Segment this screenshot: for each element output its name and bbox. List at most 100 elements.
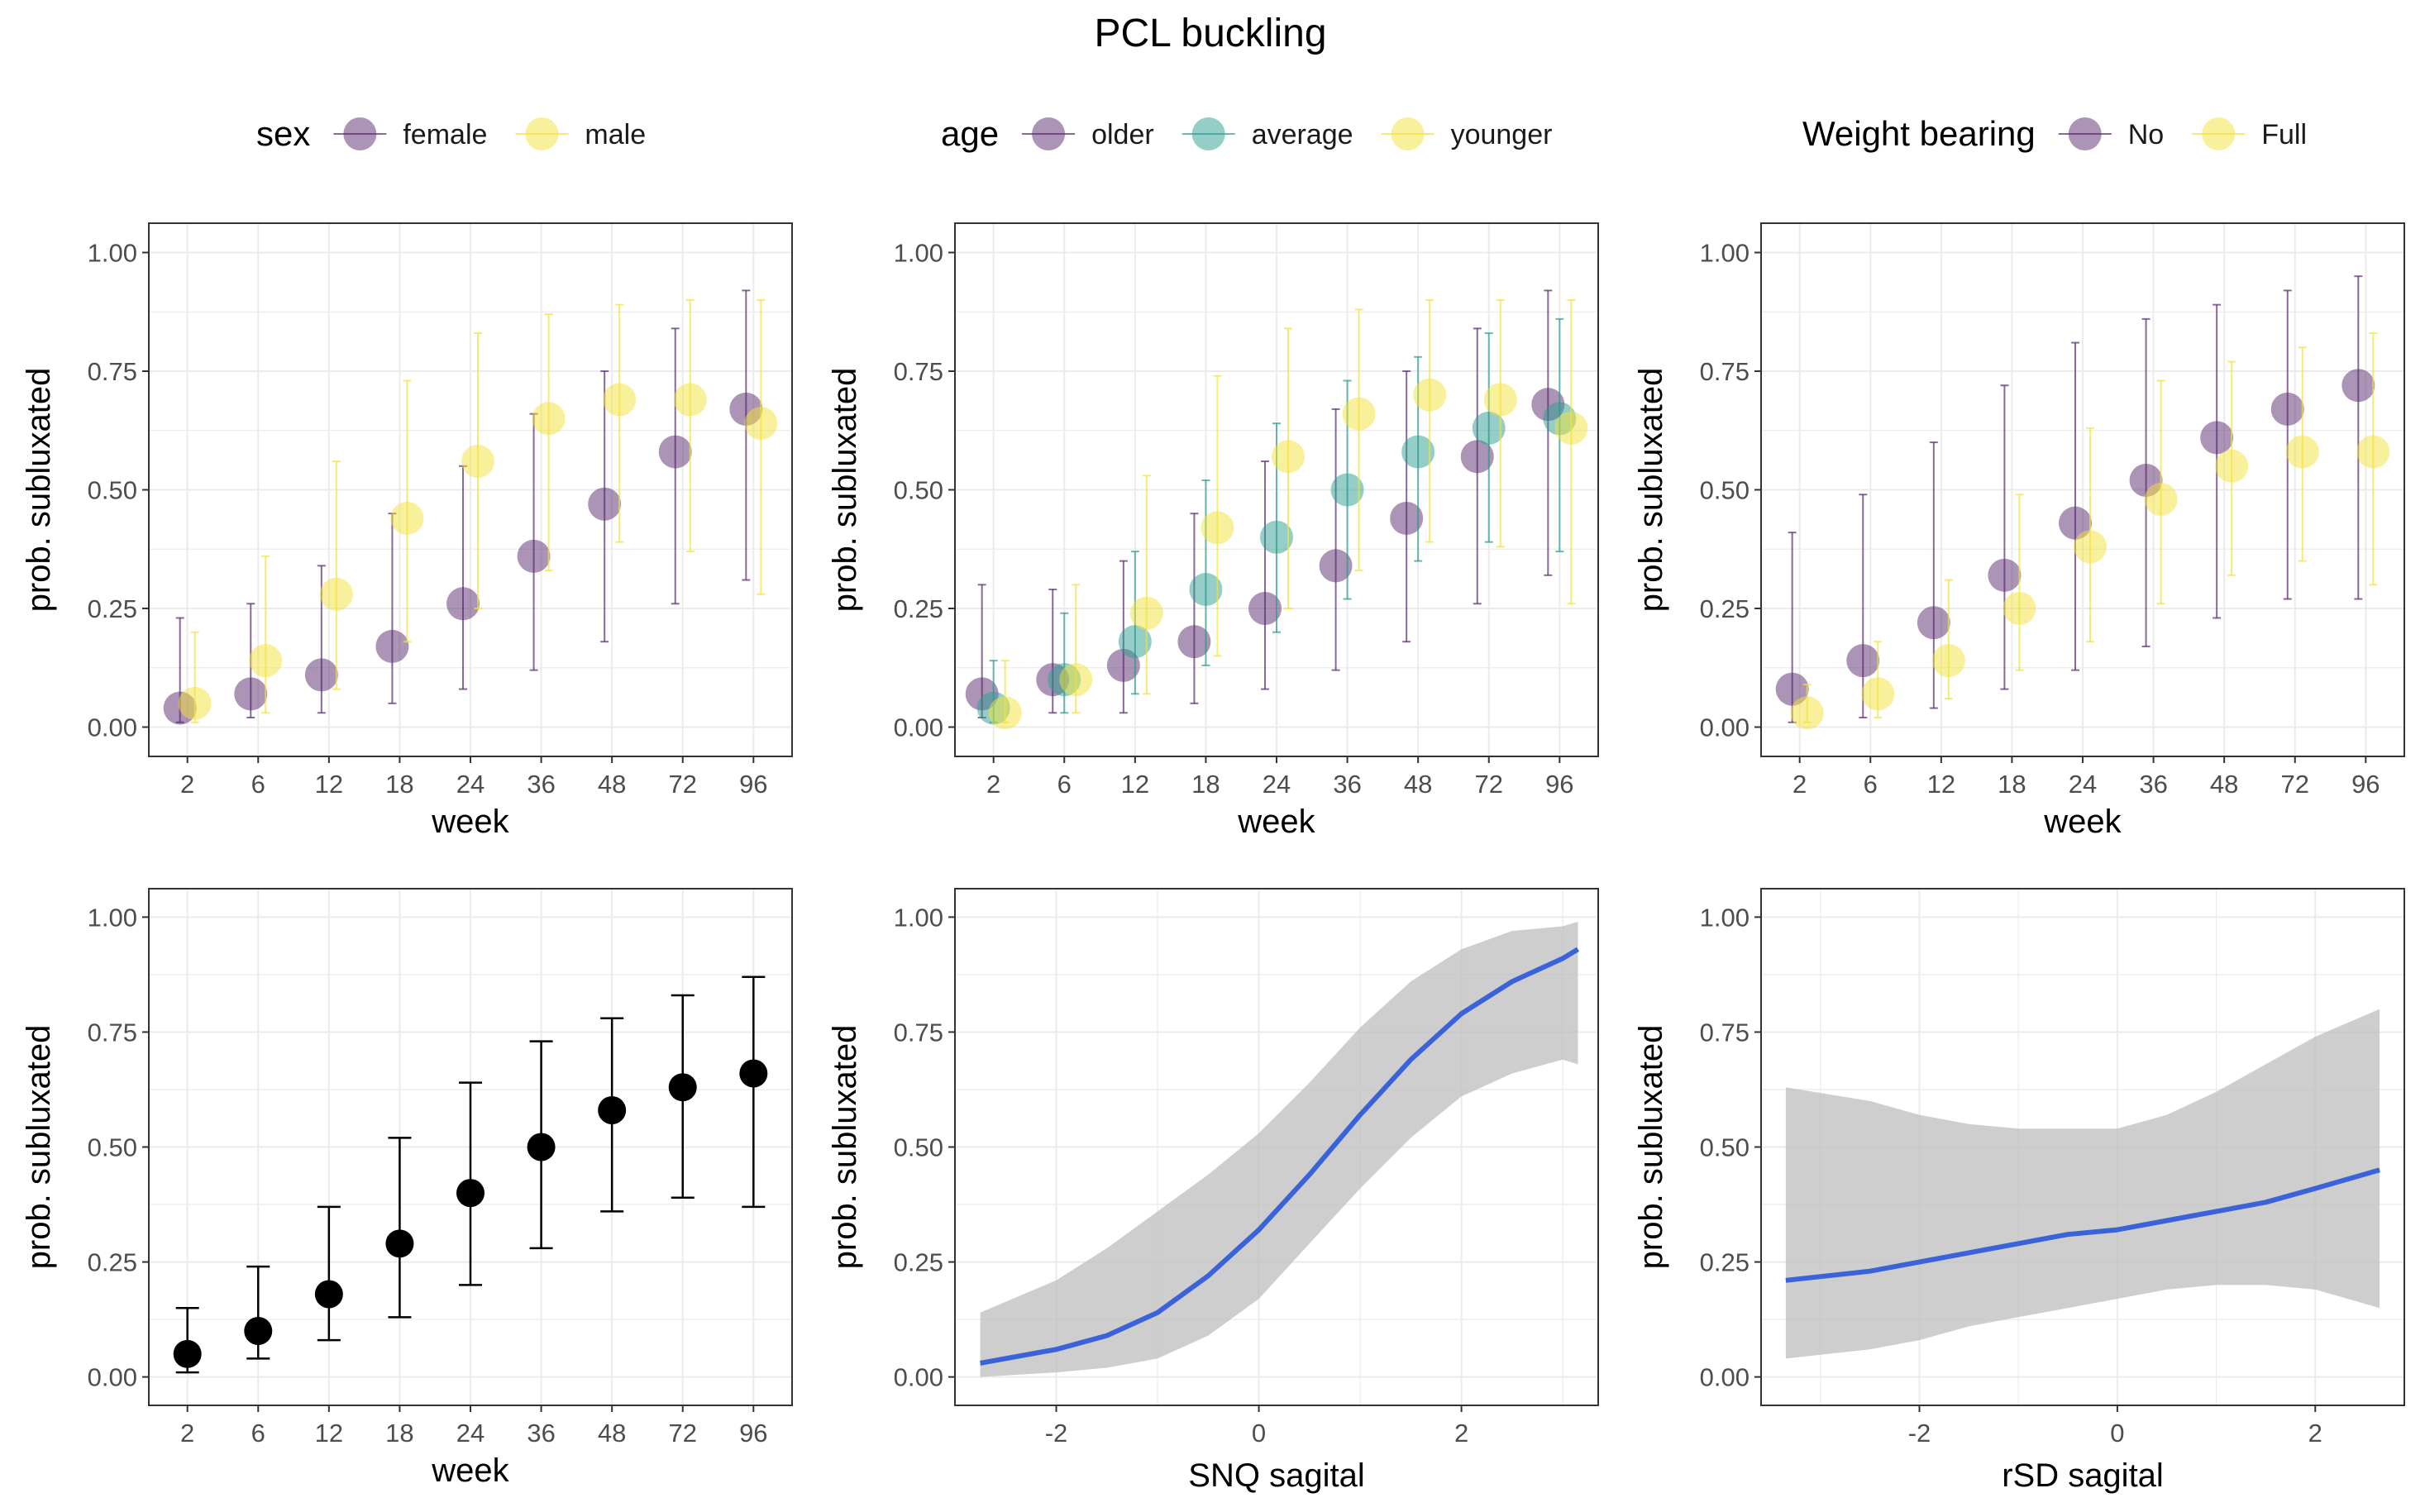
legend-label: male	[585, 119, 646, 150]
y-tick-label: 0.25	[1700, 1248, 1750, 1277]
data-point	[2074, 530, 2107, 564]
data-point	[673, 383, 707, 417]
x-tick-label: 18	[385, 770, 413, 799]
data-layer	[163, 289, 778, 725]
legend-title: sex	[256, 114, 310, 153]
data-point	[1260, 520, 1293, 554]
panel-rsd: 0.00 0.25 0.50 0.75 1.00 prob. subluxated -2 0 2…	[1633, 888, 2405, 1494]
data-point	[1129, 596, 1163, 630]
panel-snq: 0.00 0.25 0.50 0.75 1.00 prob. subluxated -2 0 2…	[827, 888, 1599, 1494]
x-tick-label: 96	[739, 1419, 767, 1448]
confidence-ribbon	[980, 921, 1578, 1377]
x-axis-label: week	[431, 804, 509, 840]
y-tick-label: 0.00	[1700, 1363, 1750, 1392]
data-point	[2341, 369, 2375, 403]
y-tick-label: 0.50	[894, 1133, 943, 1162]
x-tick-label: 96	[739, 770, 767, 799]
x-tick-label: 48	[598, 770, 626, 799]
legend-label: younger	[1451, 119, 1553, 150]
data-point	[234, 677, 268, 711]
panels: 0.00 0.25 0.50 0.75 1.00 prob. subluxated 2 6 12…	[21, 114, 2405, 1494]
y-tick-label: 0.25	[1700, 594, 1750, 623]
series-overall	[173, 975, 768, 1374]
data-point	[1917, 606, 1950, 640]
panel-weight: 0.00 0.25 0.50 0.75 1.00 prob. subluxated 2 6 12…	[1633, 222, 2405, 840]
data-point	[1554, 411, 1588, 445]
data-point	[668, 1073, 697, 1102]
data-point	[1775, 672, 1809, 706]
data-point	[1177, 625, 1211, 659]
x-axis: -2 0 2 SNQ sagital	[1045, 1405, 1468, 1494]
data-layer	[1785, 1009, 2380, 1359]
y-axis: 0.00 0.25 0.50 0.75 1.00 prob. subluxated	[21, 238, 149, 742]
y-tick-label: 1.00	[88, 238, 137, 267]
data-point	[1342, 397, 1376, 431]
x-tick-label: 6	[251, 770, 265, 799]
data-point	[1413, 378, 1447, 412]
x-axis: 2 6 12 18 24 36 48 72 96 week	[180, 756, 768, 840]
data-point	[2059, 506, 2092, 540]
y-axis-label: prob. subluxated	[21, 368, 57, 613]
x-tick-label: -2	[1045, 1419, 1068, 1448]
x-tick-label: 96	[1545, 770, 1573, 799]
data-point	[2215, 449, 2249, 483]
y-tick-label: 1.00	[1700, 238, 1750, 267]
data-layer	[965, 289, 1588, 730]
x-tick-label: 36	[2139, 770, 2167, 799]
data-point	[2285, 435, 2319, 469]
legend-label: Full	[2261, 119, 2307, 150]
data-point	[1118, 625, 1152, 659]
x-tick-label: 2	[2308, 1419, 2322, 1448]
y-tick-label: 0.00	[1700, 713, 1750, 742]
data-point	[2200, 421, 2234, 455]
confidence-ribbon	[1785, 1009, 2380, 1359]
legend-title: age	[941, 114, 999, 153]
data-layer	[1775, 275, 2390, 730]
legend-sex: sex female male	[256, 114, 646, 153]
x-tick-label: 6	[1864, 770, 1878, 799]
y-tick-label: 0.50	[88, 1133, 137, 1162]
x-tick-label: 2	[180, 770, 194, 799]
x-tick-label: 72	[2280, 770, 2308, 799]
y-tick-label: 0.75	[1700, 1018, 1750, 1047]
x-tick-label: 24	[1263, 770, 1291, 799]
data-point	[1483, 383, 1517, 417]
x-tick-label: 24	[456, 1419, 485, 1448]
y-axis: 0.00 0.25 0.50 0.75 1.00 prob. subluxated	[1633, 903, 1761, 1392]
x-tick-label: 24	[456, 770, 485, 799]
x-axis-label: week	[431, 1452, 509, 1489]
x-tick-label: 12	[315, 770, 343, 799]
legend-key-point	[343, 117, 377, 150]
data-point	[375, 629, 409, 663]
x-tick-label: 6	[251, 1419, 265, 1448]
panel-sex: 0.00 0.25 0.50 0.75 1.00 prob. subluxated 2 6 12…	[21, 222, 793, 840]
y-axis-label: prob. subluxated	[827, 1025, 863, 1270]
legend-key-point	[2068, 117, 2102, 150]
data-point	[1988, 558, 2022, 592]
y-tick-label: 0.75	[894, 1018, 943, 1047]
y-tick-label: 0.25	[88, 1248, 137, 1277]
x-tick-label: 18	[385, 1419, 413, 1448]
panel-overall: 0.00 0.25 0.50 0.75 1.00 prob. subluxated 2 6 12…	[21, 888, 793, 1489]
data-point	[1319, 549, 1353, 583]
series-Full	[1790, 332, 2390, 730]
y-tick-label: 0.50	[88, 476, 137, 505]
data-point	[446, 587, 480, 621]
y-tick-label: 0.50	[1700, 476, 1750, 505]
panel-age: 0.00 0.25 0.50 0.75 1.00 prob. subluxated 2 6 12…	[827, 222, 1599, 840]
legend-key-point	[2202, 117, 2236, 150]
data-point	[1059, 663, 1093, 697]
y-tick-label: 0.25	[894, 1248, 943, 1277]
data-point	[988, 696, 1022, 730]
x-tick-label: -2	[1908, 1419, 1931, 1448]
fit-line	[980, 947, 1580, 1366]
data-point	[527, 1133, 556, 1161]
legend-weight: Weight bearing No Full	[1802, 114, 2307, 153]
data-point	[390, 501, 424, 535]
x-axis: 2 6 12 18 24 36 48 72 96 week	[1792, 756, 2380, 840]
x-tick-label: 36	[527, 1419, 555, 1448]
fit-line	[1785, 1167, 2380, 1283]
x-tick-label: 6	[1057, 770, 1072, 799]
data-point	[319, 577, 353, 611]
legend-label: female	[403, 119, 487, 150]
